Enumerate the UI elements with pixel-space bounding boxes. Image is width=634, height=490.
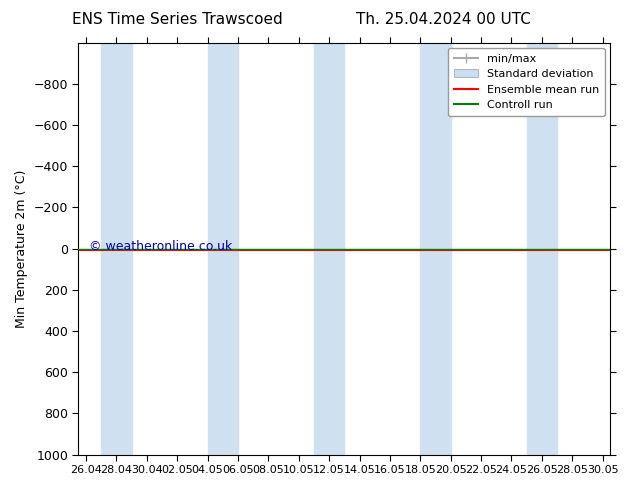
Text: ENS Time Series Trawscoed: ENS Time Series Trawscoed — [72, 12, 283, 27]
Bar — [101, 43, 132, 455]
Text: © weatheronline.co.uk: © weatheronline.co.uk — [89, 240, 232, 253]
Bar — [527, 43, 557, 455]
Legend: min/max, Standard deviation, Ensemble mean run, Controll run: min/max, Standard deviation, Ensemble me… — [448, 48, 605, 116]
Bar — [420, 43, 451, 455]
Bar — [314, 43, 344, 455]
Y-axis label: Min Temperature 2m (°C): Min Temperature 2m (°C) — [15, 170, 28, 328]
Bar — [207, 43, 238, 455]
Text: Th. 25.04.2024 00 UTC: Th. 25.04.2024 00 UTC — [356, 12, 531, 27]
